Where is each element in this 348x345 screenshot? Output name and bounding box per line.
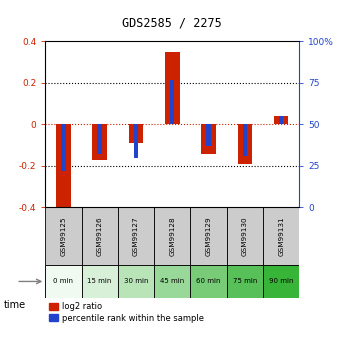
Text: time: time <box>3 300 26 310</box>
Bar <box>45 265 81 298</box>
Text: 30 min: 30 min <box>124 278 148 284</box>
Bar <box>61 125 65 171</box>
Text: GSM99130: GSM99130 <box>242 216 248 256</box>
Bar <box>243 125 247 156</box>
Text: 15 min: 15 min <box>87 278 112 284</box>
Bar <box>165 52 180 125</box>
Text: GSM99126: GSM99126 <box>97 216 103 256</box>
Text: 75 min: 75 min <box>233 278 257 284</box>
Bar <box>81 207 118 265</box>
Legend: log2 ratio, percentile rank within the sample: log2 ratio, percentile rank within the s… <box>46 299 207 326</box>
Bar <box>56 125 71 214</box>
Text: 45 min: 45 min <box>160 278 184 284</box>
Text: GSM99125: GSM99125 <box>61 216 66 256</box>
Text: GSM99131: GSM99131 <box>278 216 284 256</box>
Bar <box>97 125 102 154</box>
Text: 0 min: 0 min <box>53 278 73 284</box>
Bar <box>118 207 154 265</box>
Bar <box>81 265 118 298</box>
Bar <box>45 207 81 265</box>
Bar <box>190 265 227 298</box>
Bar <box>263 207 299 265</box>
Bar <box>274 116 288 125</box>
Bar <box>118 265 154 298</box>
Text: GDS2585 / 2275: GDS2585 / 2275 <box>122 16 222 29</box>
Text: 60 min: 60 min <box>196 278 221 284</box>
Bar <box>93 125 107 160</box>
Bar <box>154 207 190 265</box>
Bar <box>170 80 174 125</box>
Bar <box>279 116 283 125</box>
Bar <box>227 207 263 265</box>
Bar <box>190 207 227 265</box>
Bar <box>134 125 138 158</box>
Bar <box>154 265 190 298</box>
Bar <box>263 265 299 298</box>
Bar <box>129 125 143 143</box>
Bar <box>201 125 216 154</box>
Text: GSM99128: GSM99128 <box>169 216 175 256</box>
Bar <box>227 265 263 298</box>
Bar <box>238 125 252 164</box>
Text: GSM99129: GSM99129 <box>206 216 212 256</box>
Bar <box>206 125 211 146</box>
Text: 90 min: 90 min <box>269 278 293 284</box>
Text: GSM99127: GSM99127 <box>133 216 139 256</box>
